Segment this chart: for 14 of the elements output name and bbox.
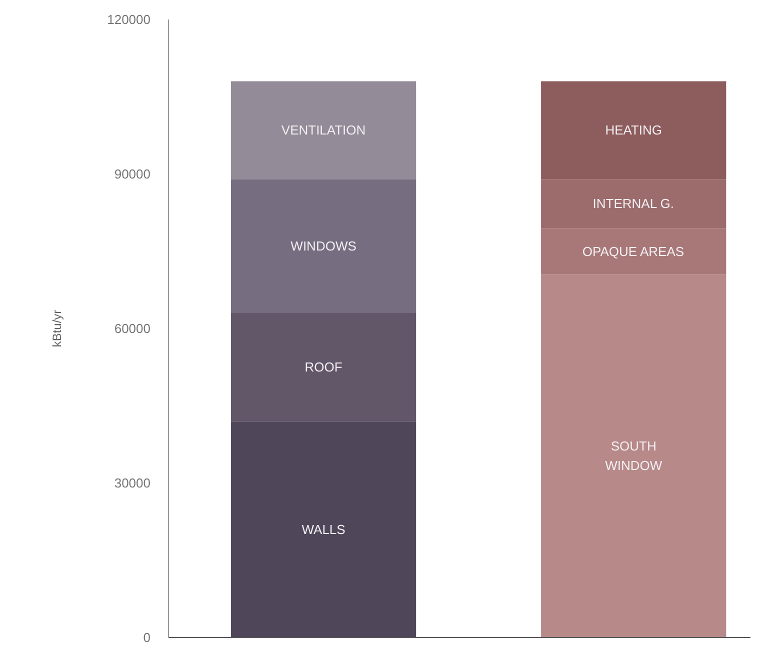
series-label: WINDOWS xyxy=(290,238,357,254)
y-tick-label: 120000 xyxy=(107,12,151,27)
y-tick-label: 90000 xyxy=(114,166,151,182)
series-label: HEATING xyxy=(605,122,662,138)
y-tick-label: 0 xyxy=(143,630,151,645)
series-label: SOUTH WINDOW xyxy=(605,438,663,474)
series-label: OPAQUE AREAS xyxy=(582,244,684,259)
series-label: ROOF xyxy=(304,360,342,375)
series-label: VENTILATION xyxy=(281,122,366,138)
y-axis-title: kBtu/yr xyxy=(50,310,64,348)
y-tick-label: 60000 xyxy=(114,321,151,336)
y-tick-label: 30000 xyxy=(114,476,151,490)
series-label: WALLS xyxy=(302,522,346,537)
series-label: INTERNAL G. xyxy=(592,196,674,212)
